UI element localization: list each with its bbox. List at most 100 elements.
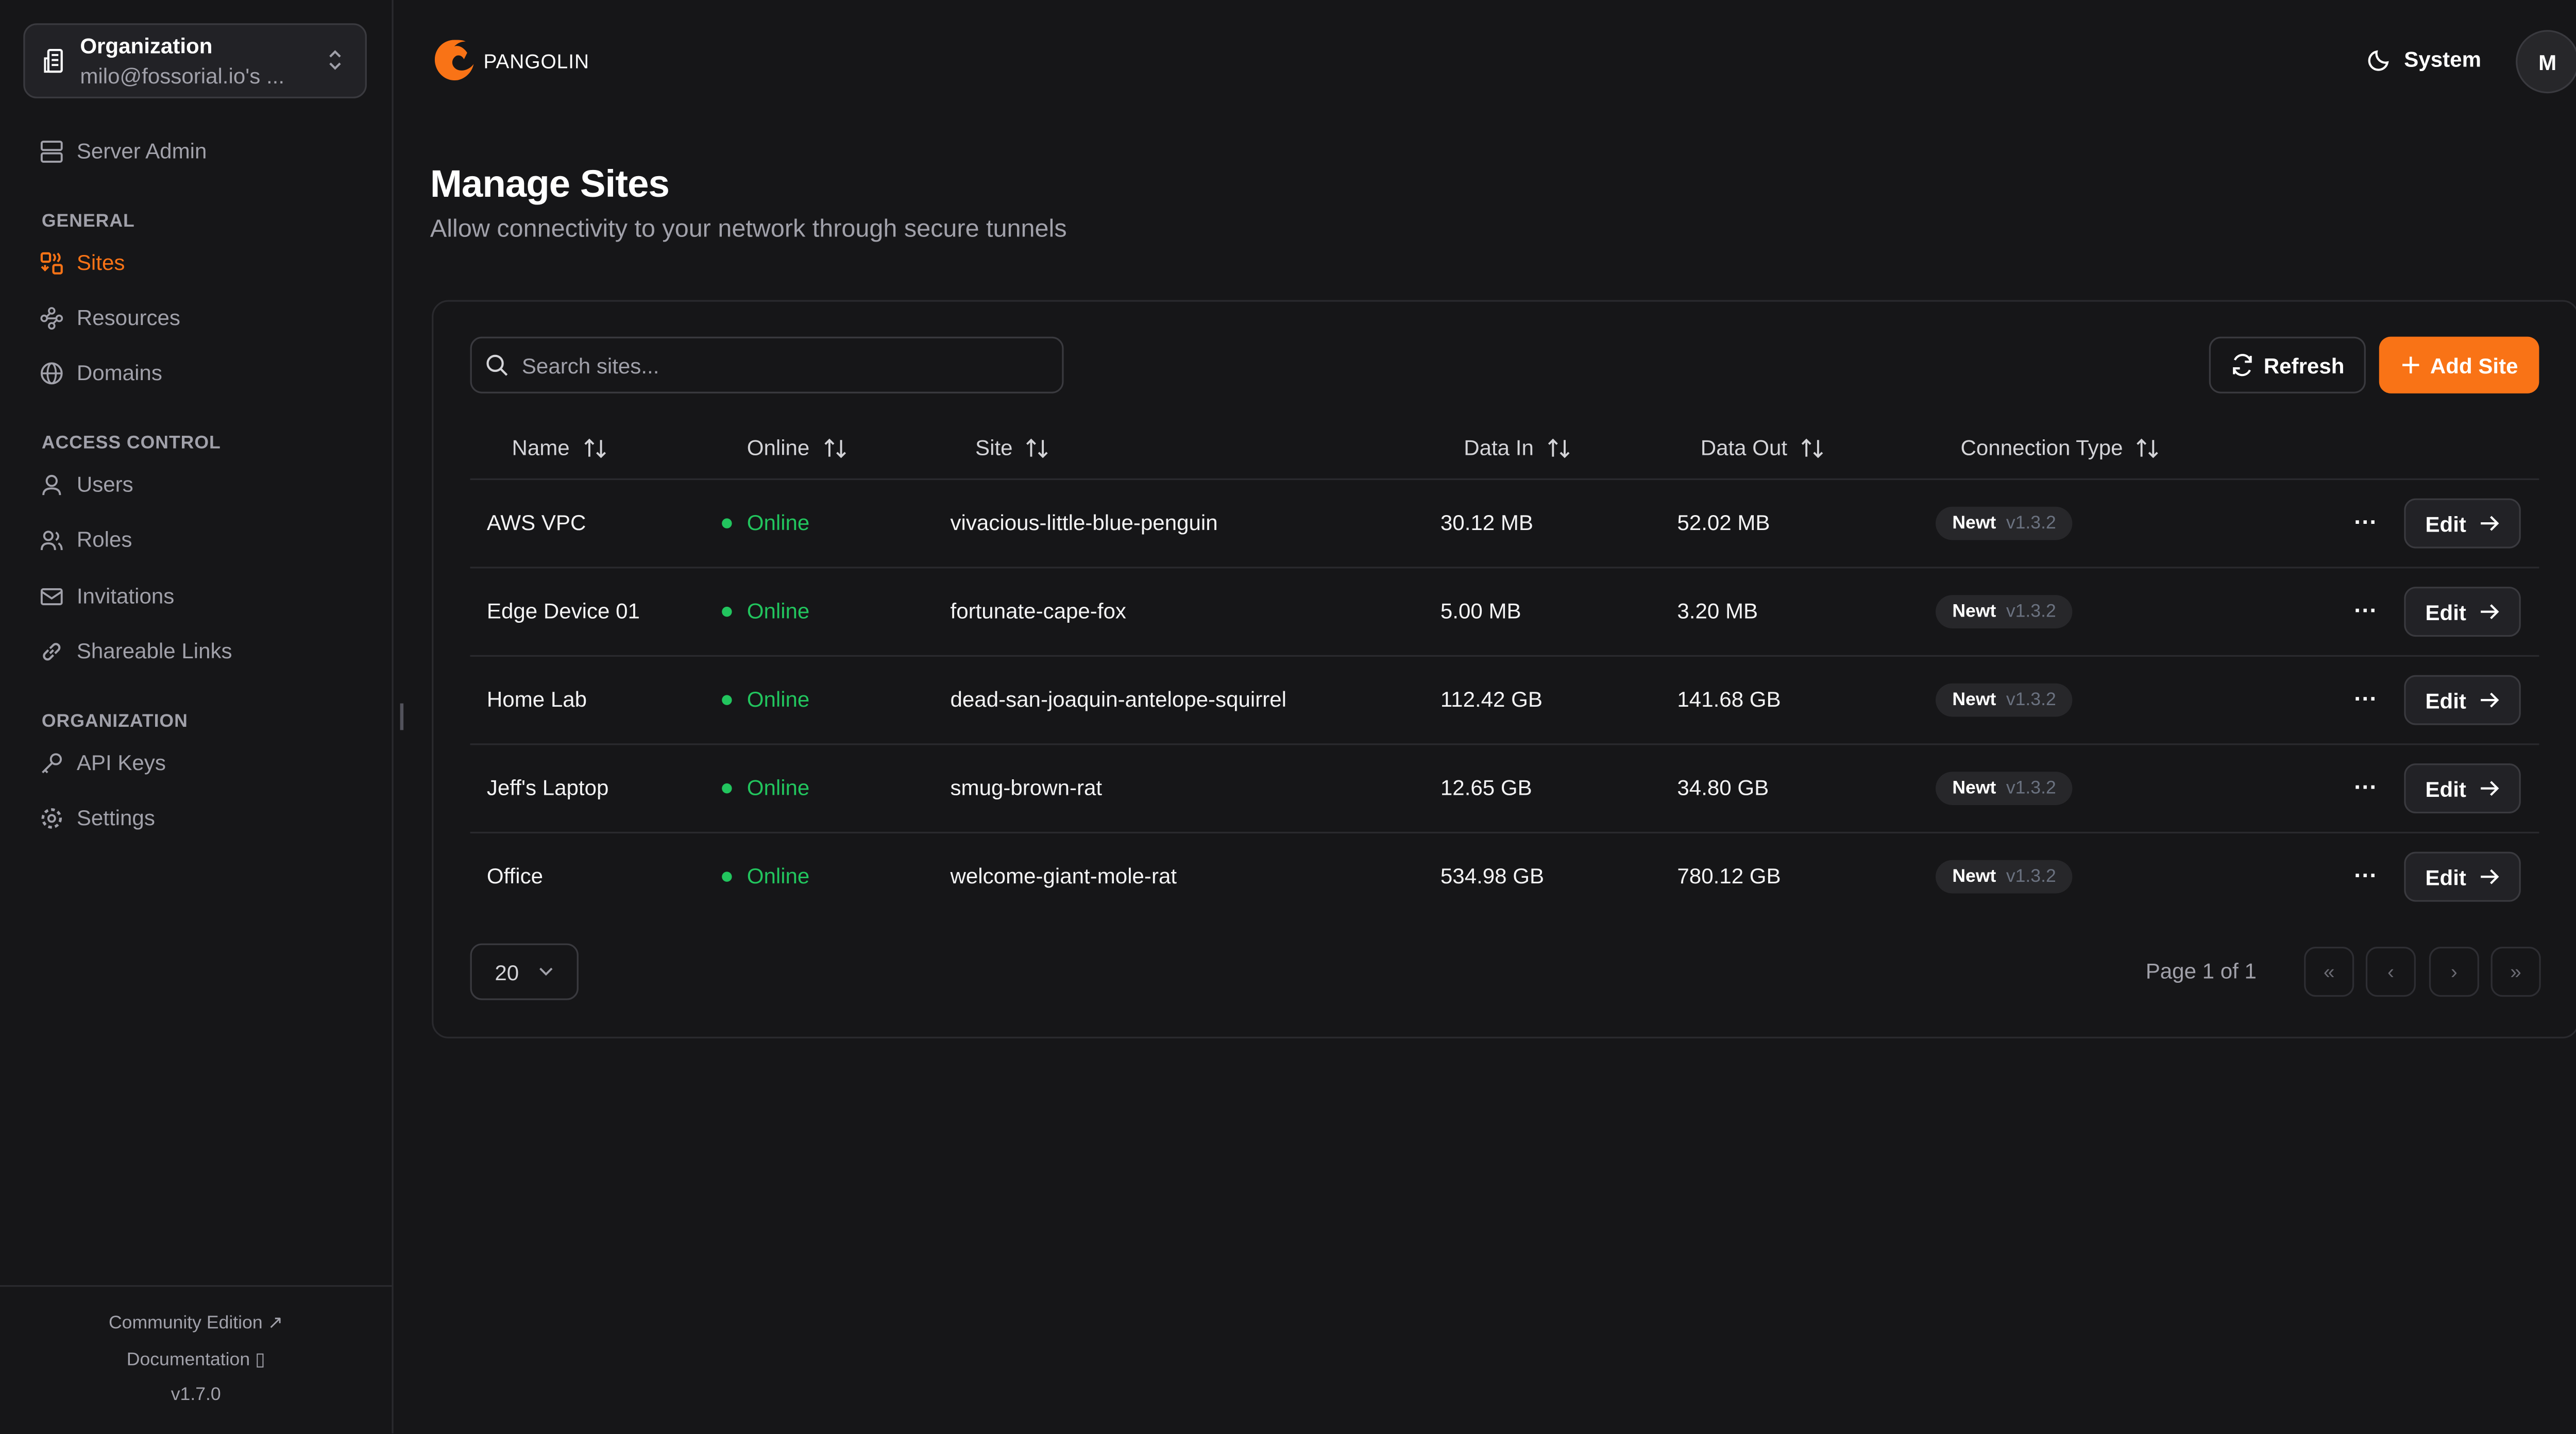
online-label: Online	[747, 775, 810, 800]
sidebar-item-api-keys[interactable]: API Keys	[40, 750, 166, 775]
page-indicator: Page 1 of 1	[2145, 958, 2257, 984]
site-id: welcome-giant-mole-rat	[950, 863, 1177, 889]
edit-label: Edit	[2425, 864, 2466, 890]
status-dot	[722, 517, 732, 528]
site-name: Jeff's Laptop	[486, 775, 609, 800]
org-selector[interactable]: Organization milo@fossorial.io's ...	[23, 23, 367, 98]
prev-page-button[interactable]: ‹	[2365, 947, 2416, 997]
arrow-right-icon	[2481, 516, 2500, 531]
connection-type: Newt	[1952, 513, 1996, 534]
edit-button[interactable]: Edit	[2404, 851, 2521, 902]
search-icon	[486, 354, 508, 376]
column-header-label: Name	[512, 435, 570, 460]
page-size-value: 20	[495, 959, 519, 984]
chevron-down-icon	[539, 967, 553, 976]
chevrons-up-down-icon	[329, 50, 341, 70]
sidebar-item-invitations[interactable]: Invitations	[40, 584, 174, 608]
sidebar-item-users[interactable]: Users	[40, 472, 133, 497]
more-actions-button[interactable]: ···	[2354, 596, 2378, 624]
sidebar-item-label: Roles	[76, 526, 132, 552]
data-in: 5.00 MB	[1440, 598, 1521, 624]
first-page-button[interactable]: «	[2304, 947, 2354, 997]
online-label: Online	[747, 510, 810, 535]
sort-icon	[584, 437, 606, 457]
search-placeholder: Search sites...	[521, 353, 659, 379]
column-header-label: Data Out	[1700, 435, 1788, 460]
theme-toggle[interactable]: System	[2367, 47, 2481, 72]
community-edition-link[interactable]: Community Edition ↗	[0, 1312, 392, 1334]
page-size-select[interactable]: 20	[470, 943, 579, 1000]
connection-version: v1.3.2	[2006, 602, 2056, 622]
sidebar-item-shareable-links[interactable]: Shareable Links	[40, 638, 232, 663]
sidebar-item-settings[interactable]: Settings	[40, 805, 155, 830]
chevron-left-icon: ‹	[2387, 960, 2394, 984]
building-icon	[44, 48, 63, 73]
sidebar-item-label: Users	[76, 471, 133, 497]
add-site-button[interactable]: Add Site	[2379, 336, 2539, 394]
chevron-right-icon: ›	[2450, 960, 2458, 984]
sort-icon	[1027, 437, 1048, 457]
more-actions-button[interactable]: ···	[2354, 862, 2378, 889]
refresh-icon	[2232, 354, 2251, 377]
more-actions-button[interactable]: ···	[2354, 773, 2378, 800]
online-status: Online	[722, 568, 809, 655]
server-icon	[40, 140, 63, 162]
column-header-label: Site	[975, 435, 1013, 460]
mail-icon	[40, 587, 63, 605]
page-subtitle: Allow connectivity to your network throu…	[430, 215, 1067, 244]
sort-icon	[1801, 437, 1823, 457]
column-header[interactable]: Data In	[1464, 435, 1570, 460]
avatar[interactable]: M	[2516, 30, 2576, 94]
sidebar-item-sites[interactable]: Sites	[40, 250, 125, 275]
sort-icon	[824, 437, 845, 457]
sidebar-item-roles[interactable]: Roles	[40, 527, 132, 552]
sidebar-resize-handle[interactable]	[400, 703, 404, 730]
arrow-right-icon	[2481, 869, 2500, 884]
edit-button[interactable]: Edit	[2404, 498, 2521, 549]
sidebar-item-label: API Keys	[76, 750, 166, 775]
column-header[interactable]: Name	[512, 435, 606, 460]
section-organization: ORGANIZATION	[41, 711, 188, 732]
link-icon	[43, 642, 61, 660]
documentation-link[interactable]: Documentation ▯	[0, 1348, 392, 1370]
column-header[interactable]: Data Out	[1701, 435, 1824, 460]
column-header-label: Online	[747, 435, 810, 460]
next-page-button[interactable]: ›	[2429, 947, 2479, 997]
site-name: Office	[486, 863, 544, 889]
column-header[interactable]: Online	[747, 435, 846, 460]
refresh-button[interactable]: Refresh	[2209, 336, 2366, 394]
edit-button[interactable]: Edit	[2404, 675, 2521, 725]
connection-type-badge: Newt v1.3.2	[1935, 683, 2073, 717]
site-name: Home Lab	[486, 687, 587, 712]
more-actions-button[interactable]: ···	[2354, 685, 2378, 712]
org-label: Organization	[80, 33, 213, 59]
community-label: Community Edition	[108, 1313, 263, 1334]
sites-icon	[40, 251, 63, 274]
connection-version: v1.3.2	[2006, 513, 2056, 534]
last-page-button[interactable]: »	[2490, 947, 2541, 997]
sidebar-item-domains[interactable]: Domains	[40, 360, 162, 385]
connection-type-badge: Newt v1.3.2	[1935, 860, 2073, 894]
site-id: fortunate-cape-fox	[950, 598, 1126, 624]
sidebar-item-server-admin[interactable]: Server Admin	[40, 139, 207, 163]
data-out: 780.12 GB	[1677, 863, 1781, 889]
edit-button[interactable]: Edit	[2404, 763, 2521, 814]
sidebar-item-resources[interactable]: Resources	[40, 305, 180, 330]
edit-label: Edit	[2425, 687, 2466, 713]
column-header[interactable]: Site	[975, 435, 1049, 460]
theme-label: System	[2404, 46, 2481, 72]
search-input[interactable]: Search sites...	[470, 336, 1064, 394]
user-icon	[42, 474, 61, 494]
connection-version: v1.3.2	[2006, 866, 2056, 887]
edit-button[interactable]: Edit	[2404, 587, 2521, 637]
status-dot	[722, 782, 732, 793]
data-out: 34.80 GB	[1677, 775, 1769, 800]
table-row: Office Online welcome-giant-mole-rat 534…	[470, 831, 2539, 922]
data-in: 12.65 GB	[1440, 775, 1532, 800]
sort-icon	[2137, 437, 2159, 457]
data-in: 534.98 GB	[1440, 863, 1545, 889]
more-actions-button[interactable]: ···	[2354, 508, 2378, 535]
connection-type: Newt	[1952, 866, 1996, 887]
column-header[interactable]: Connection Type	[1961, 435, 2160, 460]
sidebar-item-label: Settings	[76, 805, 155, 830]
